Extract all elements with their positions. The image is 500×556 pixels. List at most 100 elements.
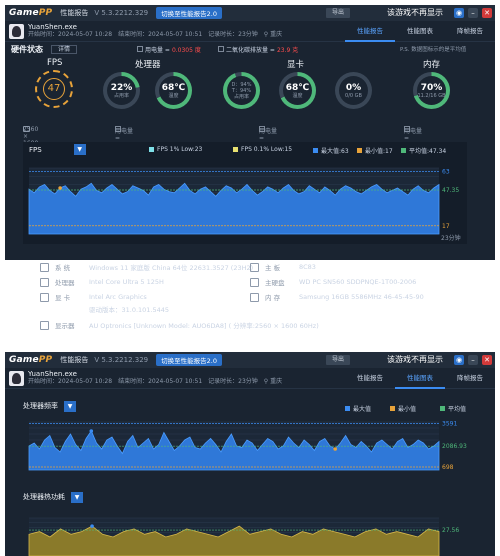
window-title: 性能报告 xyxy=(60,9,89,17)
series-area xyxy=(28,182,440,235)
avg-line-label: 47.35 xyxy=(442,187,459,194)
power-usage: 用电量 = 0.0305 度 xyxy=(137,45,201,54)
co2-checkbox[interactable] xyxy=(218,46,224,52)
title-bar-2: GamePP 性能报告 V 5.3.2212.329 切换至性能报告2.0 导出… xyxy=(5,352,495,368)
cpu-temp-inner: 68℃ 温度 xyxy=(159,76,188,105)
ram-usage-inner: 70% 11.2/16 GB xyxy=(417,76,446,105)
gamepp-logo: GamePP xyxy=(9,8,53,18)
gpu-value: Intel Arc Graphics xyxy=(89,293,147,301)
display-label: 显示器 xyxy=(55,322,75,330)
ram-power-checkbox[interactable] xyxy=(404,126,410,132)
minimize-icon-2[interactable]: – xyxy=(468,355,478,365)
title-bar: GamePP 性能报告 V 5.3.2212.329 切换至性能报告2.0 导出… xyxy=(5,5,495,21)
metric-select[interactable]: FPS ▼ xyxy=(29,144,86,155)
max-line-label: 3591 xyxy=(442,421,457,428)
end-time-2: 结束时间：2024-05-07 10:51 xyxy=(118,378,203,385)
cpu-usage-inner: 22% 占用率 xyxy=(107,76,136,105)
max-point xyxy=(90,524,94,528)
hardware-status-title: 硬件状态 xyxy=(11,44,43,54)
no-display-toggle-2[interactable]: 该游戏不再显示 xyxy=(387,355,443,364)
cpu-temp-value: 68℃ xyxy=(161,82,186,93)
cpu-power-select[interactable]: 处理器热功耗 xyxy=(23,493,65,501)
duration: 记录时长：23分钟 xyxy=(208,31,258,38)
memory-value: Samsung 16GB 5586MHz 46-45-45-90 xyxy=(299,293,424,301)
switch-report-button[interactable]: 切换至性能报告2.0 xyxy=(156,7,222,19)
power-checkbox[interactable] xyxy=(137,46,143,52)
app-info-bar: YuanShen.exe 开始时间：2024-05-07 10:28 结束时间：… xyxy=(5,21,495,42)
cpu-power-chart: 27.56 xyxy=(28,517,459,556)
switch-report-button-2[interactable]: 切换至性能报告2.0 xyxy=(156,354,222,366)
version-label-2: V 5.3.2212.329 xyxy=(94,356,149,364)
ram-title: 内存 xyxy=(423,60,441,70)
export-button-2[interactable]: 导出 xyxy=(326,355,350,365)
fps-chart-panel: FPS ▼ FPS 1% Low:23 FPS 0.1% Low:15 最大值:6… xyxy=(23,142,467,244)
board-value: 8C83 xyxy=(299,263,316,271)
tab-frame-drop-report-2[interactable]: 降帧报告 xyxy=(457,374,483,382)
memory-label: 内 存 xyxy=(265,294,281,302)
board-label: 主 板 xyxy=(265,264,281,272)
duration-2: 记录时长：23分钟 xyxy=(208,378,258,385)
gpu-icon xyxy=(40,292,49,302)
system-value: Windows 11 家庭版 China 64位 22631.3527 (23H… xyxy=(89,264,254,272)
cpu-temp-label: 温度 xyxy=(168,92,179,99)
gpu-occupancy-inner: D：94% T：94% 占用率 xyxy=(227,76,256,105)
tab-performance-report-2[interactable]: 性能报告 xyxy=(357,374,383,382)
fps-value-box: 47 xyxy=(43,78,65,100)
chevron-down-icon[interactable]: ▼ xyxy=(71,491,83,503)
fps-gauge xyxy=(35,70,73,108)
cpu-freq-select[interactable]: 处理器频率 xyxy=(23,402,58,410)
motherboard-icon xyxy=(250,262,259,272)
cpu-power-header: 处理器热功耗 ▼ xyxy=(23,490,83,504)
details-button[interactable]: 详情 xyxy=(51,44,78,54)
gpu-temp-inner: 68℃ 温度 xyxy=(283,76,312,105)
min-line-label: 17 xyxy=(442,223,450,230)
memory-icon xyxy=(250,292,259,302)
cpu-usage-label: 占用率 xyxy=(113,92,129,99)
system-label: 系 统 xyxy=(55,264,71,272)
gpu-mem-inner: 0% 0/0 GB xyxy=(339,76,368,105)
start-time: 开始时间：2024-05-07 10:28 xyxy=(28,31,113,38)
gpu-mem-label: 0/0 GB xyxy=(345,92,362,99)
tab-performance-report[interactable]: 性能报告 xyxy=(345,21,395,42)
tab-frame-drop-report[interactable]: 降帧报告 xyxy=(457,27,483,35)
close-icon-2[interactable]: ✕ xyxy=(482,355,492,365)
gauges-area: FPS 47 处理器 22% 占用率 68℃ 温度 显卡 D：94% T：94%… xyxy=(5,56,495,120)
version-label: V 5.3.2212.329 xyxy=(94,9,149,17)
gpu-power-checkbox[interactable] xyxy=(259,126,265,132)
camera-icon-2[interactable]: ◉ xyxy=(454,355,464,365)
gpu-title: 显卡 xyxy=(287,60,305,70)
chevron-down-icon[interactable]: ▼ xyxy=(64,400,76,412)
start-time-2: 开始时间：2024-05-07 10:28 xyxy=(28,378,113,385)
no-display-toggle[interactable]: 该游戏不再显示 xyxy=(387,8,443,17)
co2-emission: 二氧化碳排放量 = 23.9 克 xyxy=(218,45,298,54)
close-icon[interactable]: ✕ xyxy=(482,8,492,18)
driver-version: 驱动版本：31.0.101.5445 xyxy=(89,306,170,314)
camera-icon[interactable]: ◉ xyxy=(454,8,464,18)
legend-max: 最大值:63 xyxy=(313,146,349,155)
tab-performance-chart-2[interactable]: 性能图表 xyxy=(395,368,445,389)
cpu-power-checkbox[interactable] xyxy=(115,126,121,132)
gpu-label: 显 卡 xyxy=(55,294,71,302)
cpu-title: 处理器 xyxy=(135,60,161,70)
gamepp-logo-2: GamePP xyxy=(9,355,53,365)
max-line-label: 63 xyxy=(442,169,450,176)
disk-label: 主硬盘 xyxy=(265,279,285,287)
app-info-bar-2: YuanShen.exe 开始时间：2024-05-07 10:28 结束时间：… xyxy=(5,368,495,389)
tab-performance-chart[interactable]: 性能图表 xyxy=(407,27,433,35)
minimize-icon[interactable]: – xyxy=(468,8,478,18)
cpu-freq-chart: 3591 2086.93 698 xyxy=(28,421,467,471)
gpu-mem-value: 0% xyxy=(345,82,362,93)
gpu-d-value: D：94% xyxy=(231,81,252,88)
chevron-down-icon[interactable]: ▼ xyxy=(73,144,86,155)
ram-usage-value: 70% xyxy=(420,82,443,93)
gpu-t-value: T：94% xyxy=(231,87,252,94)
gpu-temp-value: 68℃ xyxy=(285,82,310,93)
series-area xyxy=(28,525,440,556)
legend-fps-1low: FPS 1% Low:23 xyxy=(149,146,202,153)
avg-line-label: 27.56 xyxy=(442,527,459,534)
fps-chart: 63 47.35 17 23分钟 xyxy=(28,167,461,242)
cpu-label: 处理器 xyxy=(55,279,75,287)
export-button[interactable]: 导出 xyxy=(326,8,350,18)
min-point xyxy=(58,186,62,190)
fps-title: FPS xyxy=(47,58,63,68)
